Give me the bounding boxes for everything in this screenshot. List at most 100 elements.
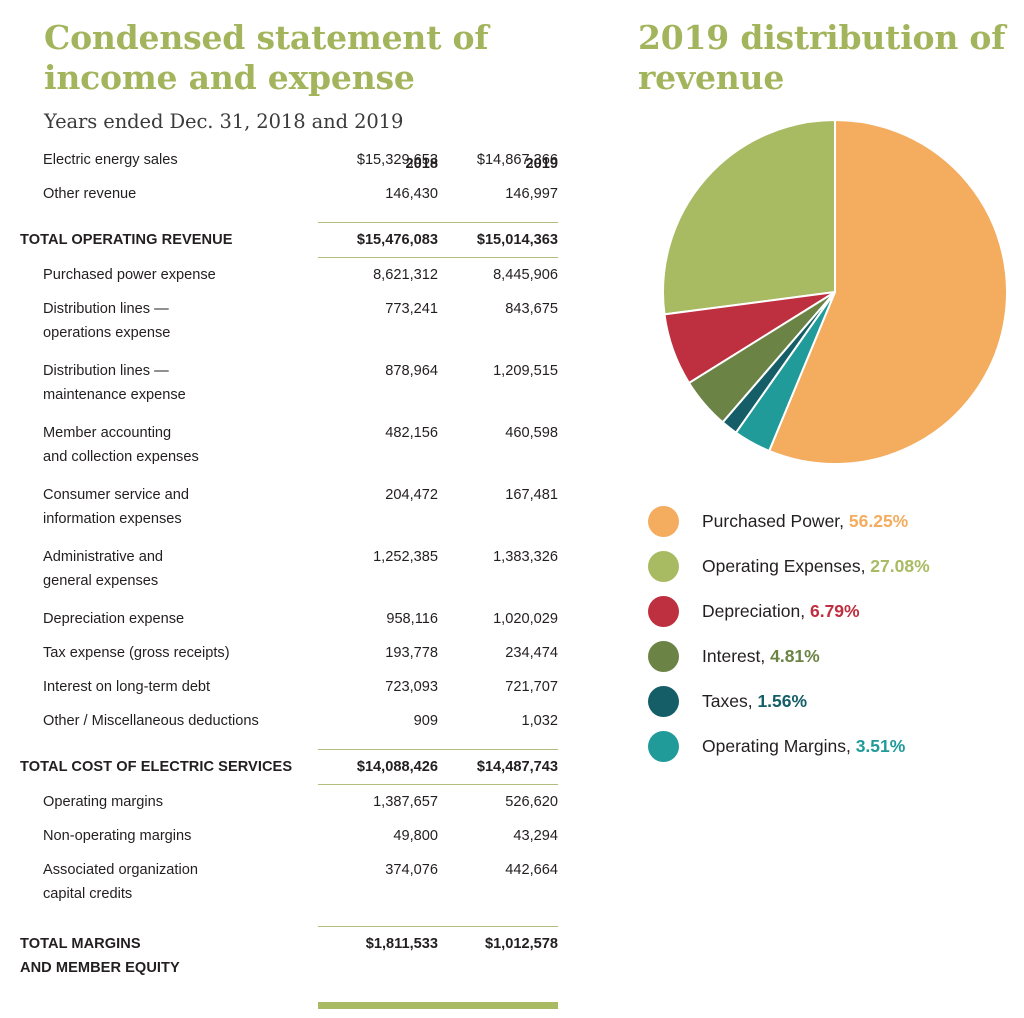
legend-swatch-icon <box>648 686 679 717</box>
legend-text: Taxes, 1.56% <box>702 688 807 715</box>
column-header-2018: 2018 <box>405 156 438 172</box>
table-row: Distribution lines — maintenance expense… <box>0 359 600 407</box>
legend-swatch-icon <box>648 506 679 537</box>
page-title: Condensed statement of income and expens… <box>44 18 489 97</box>
row-label: Other revenue <box>43 186 137 202</box>
pie-slice[interactable] <box>662 118 836 316</box>
row-label: TOTAL MARGINS AND MEMBER EQUITY <box>20 936 180 976</box>
row-value-2018: 909 <box>413 713 438 729</box>
table-row: Consumer service and information expense… <box>0 483 600 531</box>
legend-percentage: 3.51% <box>855 736 906 756</box>
row-label: Depreciation expense <box>43 611 185 627</box>
row-value-2018: 958,116 <box>386 611 438 627</box>
table-row: Distribution lines — operations expense 7… <box>0 297 600 345</box>
legend-swatch-icon <box>648 551 679 582</box>
row-value-2018: 49,800 <box>393 828 438 844</box>
pie-slice[interactable] <box>767 118 1008 465</box>
legend-text: Interest, 4.81% <box>702 643 820 670</box>
row-label: Tax expense (gross receipts) <box>43 645 230 661</box>
row-value-2018: 204,472 <box>385 487 438 503</box>
row-label: Operating margins <box>43 794 164 810</box>
legend-item[interactable]: Operating Margins, 3.51% <box>648 725 1024 770</box>
row-value-2019: 526,620 <box>505 794 558 810</box>
legend-text: Operating Margins, 3.51% <box>702 733 905 760</box>
row-label: Interest on long-term debt <box>43 679 211 695</box>
table-column-headers: 2018 2019 <box>0 152 600 176</box>
legend-item[interactable]: Taxes, 1.56% <box>648 680 1024 725</box>
row-value-2018: $1,811,533 <box>365 936 438 952</box>
row-label: Administrative and general expenses <box>43 549 164 589</box>
pie-slice[interactable] <box>734 291 836 453</box>
pie-chart <box>655 112 1015 472</box>
table-row: Operating margins 1,387,657 526,620 <box>0 790 600 814</box>
legend-swatch-icon <box>648 596 679 627</box>
table-total-row: TOTAL COST OF ELECTRIC SERVICES $14,088,4… <box>0 755 600 779</box>
table-row: Purchased power expense 8,621,312 8,445,90… <box>0 263 600 287</box>
income-statement-panel: Condensed statement of income and expens… <box>0 18 600 1009</box>
chart-title: 2019 distribution of revenue <box>638 18 1006 97</box>
row-value-2018: 878,964 <box>385 363 438 379</box>
row-label: Distribution lines — maintenance expense <box>43 363 186 403</box>
row-value-2019: 1,209,515 <box>493 363 558 379</box>
table-row: Non-operating margins 49,800 43,294 <box>0 824 600 848</box>
legend-label: Operating Margins, <box>702 736 856 756</box>
legend-text: Operating Expenses, 27.08% <box>702 553 930 580</box>
row-value-2018: 1,252,385 <box>373 549 438 565</box>
legend-label: Taxes, <box>702 691 758 711</box>
row-value-2018: 8,621,312 <box>373 267 438 283</box>
table-rule <box>318 784 558 785</box>
column-header-2019: 2019 <box>525 156 558 172</box>
legend-percentage: 1.56% <box>757 691 808 711</box>
legend-percentage: 4.81% <box>770 646 820 666</box>
table-total-row: TOTAL MARGINS AND MEMBER EQUITY $1,811,53… <box>0 932 600 980</box>
legend-label: Depreciation, <box>702 601 810 621</box>
row-value-2019: $14,487,743 <box>476 759 558 775</box>
row-value-2019: 721,707 <box>505 679 558 695</box>
table-rule <box>318 222 558 223</box>
revenue-distribution-panel: 2019 distribution of revenue Purchased P… <box>600 0 1024 1018</box>
row-label: Other / Miscellaneous deductions <box>43 713 259 729</box>
legend-label: Operating Expenses, <box>702 556 871 576</box>
row-label: Consumer service and information expense… <box>43 487 190 527</box>
row-value-2019: $1,012,578 <box>484 936 558 952</box>
table-row: Member accounting and collection expense… <box>0 421 600 469</box>
row-value-2019: $15,014,363 <box>476 232 558 248</box>
pie-chart-svg <box>662 118 1008 465</box>
table-row: Other revenue 146,430 146,997 <box>0 182 600 206</box>
row-value-2018: $15,329,653 <box>356 152 438 168</box>
legend-swatch-icon <box>648 731 679 762</box>
legend-item[interactable]: Operating Expenses, 27.08% <box>648 545 1024 590</box>
table-total-row: TOTAL OPERATING REVENUE $15,476,083 $15,01… <box>0 228 600 252</box>
table-row: Administrative and general expenses 1,252… <box>0 545 600 593</box>
row-value-2018: $15,476,083 <box>356 232 438 248</box>
table-row: Interest on long-term debt 723,093 721,707 <box>0 675 600 699</box>
table-rule <box>318 257 558 258</box>
legend-text: Depreciation, 6.79% <box>702 598 860 625</box>
row-label: Non-operating margins <box>43 828 192 844</box>
row-value-2019: 234,474 <box>505 645 558 661</box>
row-value-2019: 843,675 <box>505 301 558 317</box>
row-value-2019: 167,481 <box>505 487 558 503</box>
row-value-2018: 146,430 <box>385 186 438 202</box>
legend-swatch-icon <box>648 641 679 672</box>
legend-text: Purchased Power, 56.25% <box>702 508 908 535</box>
row-value-2019: 1,383,326 <box>493 549 558 565</box>
row-value-2019: 8,445,906 <box>493 267 558 283</box>
legend-item[interactable]: Depreciation, 6.79% <box>648 590 1024 635</box>
legend-item[interactable]: Purchased Power, 56.25% <box>648 500 1024 545</box>
chart-legend: Purchased Power, 56.25% Operating Expense… <box>648 500 1024 770</box>
row-value-2018: $14,088,426 <box>356 759 438 775</box>
table-row: Tax expense (gross receipts) 193,778 234,4… <box>0 641 600 665</box>
table-row: Associated organization capital credits 3… <box>0 858 600 906</box>
row-label: Distribution lines — operations expense <box>43 301 171 341</box>
legend-percentage: 56.25% <box>848 511 909 531</box>
legend-label: Purchased Power, <box>702 511 849 531</box>
row-value-2019: 442,664 <box>505 862 558 878</box>
row-value-2018: 773,241 <box>385 301 438 317</box>
row-value-2018: 1,387,657 <box>373 794 438 810</box>
legend-item[interactable]: Interest, 4.81% <box>648 635 1024 680</box>
row-label: TOTAL COST OF ELECTRIC SERVICES <box>20 759 293 775</box>
row-label: Member accounting and collection expense… <box>43 425 199 465</box>
row-value-2019: 1,020,029 <box>493 611 558 627</box>
bottom-accent-bar <box>318 1002 558 1009</box>
